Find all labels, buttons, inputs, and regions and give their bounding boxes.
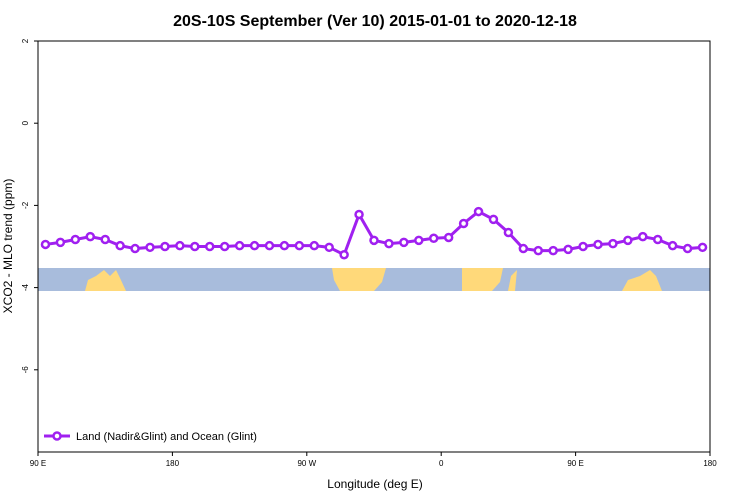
point	[204, 241, 215, 252]
point	[249, 240, 260, 251]
y-tick-label: 2	[21, 38, 30, 43]
point	[563, 244, 573, 255]
land-patch	[85, 270, 126, 291]
point	[533, 245, 544, 256]
x-tick-label: 180	[166, 459, 180, 468]
point	[473, 206, 484, 217]
point	[443, 232, 454, 243]
point	[175, 240, 185, 251]
chart-title: 20S-10S September (Ver 10) 2015-01-01 to…	[173, 13, 577, 30]
land-patch	[622, 270, 662, 291]
point	[638, 231, 648, 242]
plot-frame	[37, 40, 711, 453]
y-tick-label: -6	[21, 366, 30, 374]
land-patch	[508, 270, 517, 291]
y-axis-label: XCO2 - MLO trend (ppm)	[1, 179, 15, 314]
land-patch	[462, 268, 503, 291]
point	[518, 243, 529, 254]
y-tick-label: -4	[21, 283, 30, 291]
x-tick-label: 90 W	[297, 459, 316, 468]
point	[115, 240, 125, 251]
point	[145, 242, 155, 253]
point	[667, 240, 678, 251]
point	[593, 239, 603, 250]
point	[354, 209, 364, 220]
x-tick-label: 180	[703, 459, 717, 468]
point	[324, 242, 334, 253]
point	[309, 240, 320, 251]
point	[85, 231, 96, 242]
point	[428, 233, 439, 244]
point	[100, 234, 110, 245]
point	[160, 241, 170, 252]
point	[384, 238, 394, 249]
y-tick-label: -2	[21, 201, 30, 209]
point	[623, 235, 633, 246]
point	[190, 241, 200, 252]
point	[608, 238, 618, 249]
point	[234, 240, 245, 251]
point	[488, 214, 499, 225]
legend-marker	[52, 431, 62, 441]
legend-label: Land (Nadir&Glint) and Ocean (Glint)	[76, 431, 257, 443]
point	[548, 245, 558, 256]
x-axis-label: Longitude (deg E)	[327, 477, 422, 491]
point	[503, 227, 514, 238]
x-tick-label: 0	[439, 459, 444, 468]
point	[219, 241, 230, 252]
x-tick-label: 90 E	[567, 459, 583, 468]
point	[55, 237, 66, 248]
land-ocean-band	[38, 268, 710, 291]
point	[369, 235, 379, 246]
land-patch	[332, 268, 386, 291]
point	[578, 241, 588, 252]
series-line	[45, 209, 703, 257]
point	[294, 240, 305, 251]
point	[130, 243, 140, 254]
point	[399, 237, 409, 248]
point	[40, 239, 51, 250]
point	[279, 240, 290, 251]
point	[458, 218, 469, 229]
point	[652, 234, 663, 245]
x-tick-label: 90 E	[30, 459, 46, 468]
point	[682, 243, 693, 254]
point	[414, 235, 424, 246]
point	[339, 249, 349, 260]
point	[264, 240, 275, 251]
point	[697, 242, 708, 253]
point	[70, 234, 81, 245]
y-tick-label: 0	[21, 120, 30, 125]
